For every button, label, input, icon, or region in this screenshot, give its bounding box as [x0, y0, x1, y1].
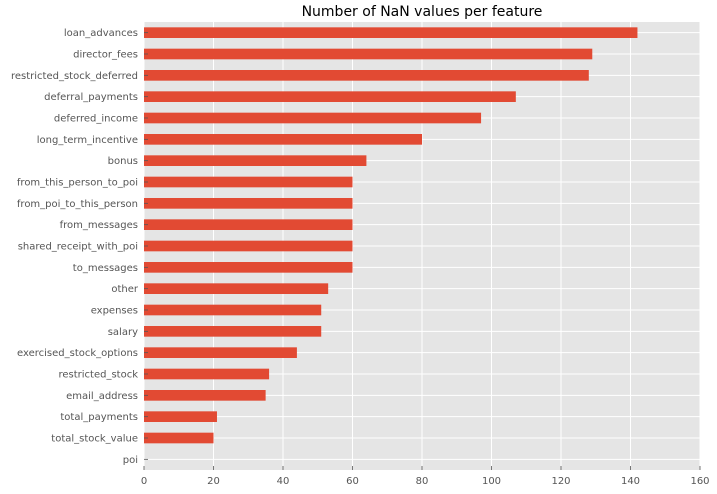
y-tick-label: total_payments — [60, 412, 138, 423]
bar-salary — [144, 326, 322, 337]
bar-from-poi-to-this-person — [144, 198, 353, 209]
x-tick-label: 0 — [141, 476, 147, 487]
y-tick-label: from_this_person_to_poi — [17, 178, 138, 189]
y-tick-label: from_poi_to_this_person — [17, 199, 138, 210]
x-tick-label: 140 — [621, 476, 640, 487]
y-tick-label: restricted_stock — [58, 370, 138, 381]
x-tick-label: 80 — [416, 476, 429, 487]
bar-restricted-stock-deferred — [144, 70, 589, 81]
bar-from-messages — [144, 219, 353, 230]
y-tick-label: expenses — [91, 306, 138, 317]
x-tick-label: 20 — [207, 476, 220, 487]
x-tick-label: 40 — [277, 476, 290, 487]
bars — [144, 27, 638, 444]
y-tick-label: director_fees — [73, 50, 138, 61]
y-tick-label: shared_receipt_with_poi — [18, 242, 138, 253]
y-tick-labels: loan_advances director_fees restricted_sto… — [11, 28, 148, 466]
y-tick-label: deferral_payments — [44, 92, 138, 103]
x-tick-label: 160 — [690, 476, 709, 487]
y-tick-label: from_messages — [60, 220, 138, 231]
bar-expenses — [144, 304, 322, 316]
y-tick-label: total_stock_value — [51, 434, 138, 445]
y-tick-label: poi — [123, 455, 138, 466]
y-tick-label: salary — [108, 327, 138, 338]
x-tick-label: 100 — [482, 476, 501, 487]
bar-other — [144, 283, 329, 294]
bar-total-payments — [144, 411, 217, 422]
bar-deferral-payments — [144, 91, 516, 102]
bar-restricted-stock — [144, 368, 270, 380]
y-tick-label: restricted_stock_deferred — [11, 71, 138, 82]
bar-long-term-incentive — [144, 134, 422, 145]
y-tick-label: loan_advances — [64, 28, 138, 39]
bar-total-stock-value — [144, 432, 214, 444]
y-tick-label: to_messages — [73, 263, 138, 274]
bar-shared-receipt-with-poi — [144, 240, 353, 252]
y-tick-label: exercised_stock_options — [17, 348, 138, 359]
y-tick-label: email_address — [66, 391, 138, 402]
bar-from-this-person-to-poi — [144, 176, 353, 188]
bar-deferred-income — [144, 112, 482, 124]
bar-loan-advances — [144, 27, 638, 38]
x-tick-label: 120 — [551, 476, 570, 487]
bar-email-address — [144, 390, 266, 401]
y-tick-label: other — [111, 284, 139, 295]
y-tick-label: deferred_income — [54, 114, 138, 125]
y-tick-label: long_term_incentive — [37, 135, 138, 146]
bar-exercised-stock-options — [144, 347, 297, 358]
bar-bonus — [144, 155, 367, 166]
bar-to-messages — [144, 262, 353, 273]
y-tick-label: bonus — [108, 156, 138, 167]
chart-title: Number of NaN values per feature — [302, 4, 543, 20]
bar-director-fees — [144, 48, 593, 60]
x-tick-label: 60 — [346, 476, 359, 487]
x-tick-labels: 0 20 40 60 80 100 120 140 160 — [141, 466, 710, 487]
